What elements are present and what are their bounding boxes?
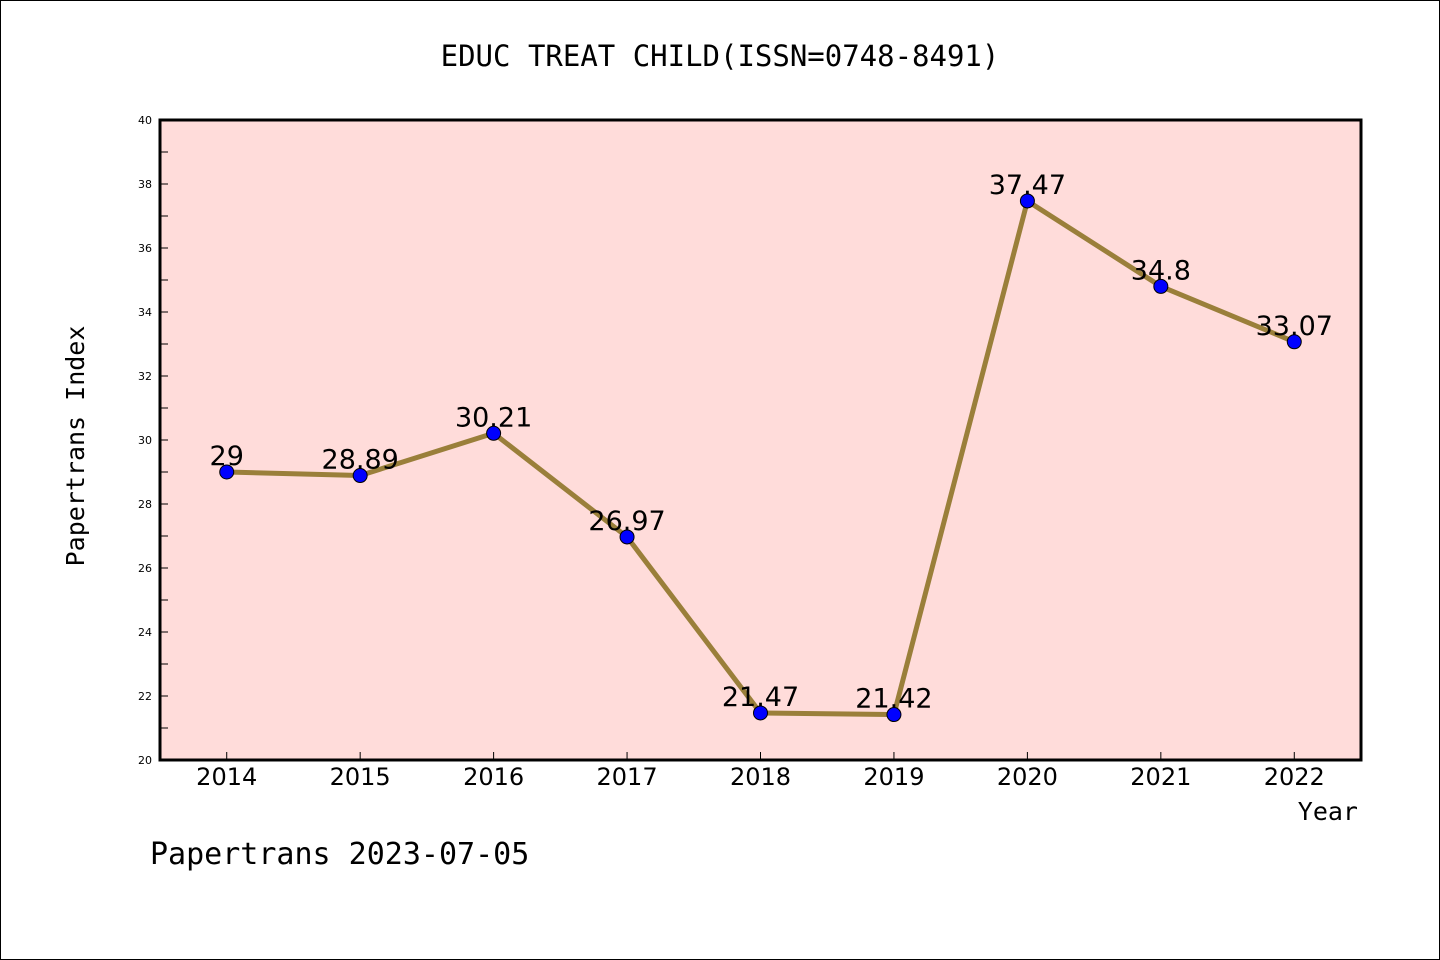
y-tick-label: 24: [138, 626, 152, 639]
data-point: [486, 425, 502, 441]
y-tick-label: 26: [138, 562, 152, 575]
data-point: [753, 705, 768, 721]
x-tick-label: 2017: [597, 763, 658, 791]
data-label: 37.47: [989, 170, 1066, 201]
data-label: 30.21: [455, 402, 532, 433]
y-axis-label: Papertrans Index: [61, 326, 90, 567]
data-label: 26.97: [588, 506, 665, 537]
x-tick-label: 2022: [1264, 763, 1325, 791]
y-tick-label: 22: [138, 690, 152, 703]
x-axis-label: Year: [1298, 797, 1358, 826]
data-point: [1153, 278, 1169, 294]
data-label: 21.47: [722, 682, 799, 713]
data-label: 34.8: [1131, 255, 1191, 286]
data-point: [352, 468, 368, 484]
y-tick-label: 32: [138, 370, 152, 383]
x-tick-label: 2018: [730, 763, 791, 791]
x-axis: 2014 2015 2016 2017 2018 2019 2020 2021 2022: [196, 752, 1325, 791]
data-labels: 29 28.89 30.21 26.97 21.47 21.42 37.47 34.8 33.0…: [210, 170, 1333, 715]
y-tick-label: 34: [138, 306, 152, 319]
x-tick-label: 2015: [330, 763, 391, 791]
y-tick-label: 40: [138, 114, 152, 127]
x-tick-label: 2014: [196, 763, 257, 791]
data-label: 33.07: [1256, 311, 1333, 342]
data-label: 21.42: [855, 684, 932, 715]
footer-text: Papertrans 2023-07-05: [150, 837, 529, 872]
data-point: [1019, 193, 1035, 209]
data-point: [1286, 334, 1302, 350]
y-axis: 20 22 24 26 28 30 32 34 36 38 40: [138, 114, 168, 767]
x-tick-label: 2020: [997, 763, 1058, 791]
data-point: [886, 707, 902, 723]
y-tick-label: 30: [138, 434, 152, 447]
data-label: 28.89: [322, 445, 399, 476]
data-point: [619, 529, 635, 545]
x-tick-label: 2016: [463, 763, 524, 791]
data-points: [219, 193, 1302, 723]
data-point: [219, 464, 235, 480]
y-tick-label: 28: [138, 498, 152, 511]
y-tick-label: 20: [138, 754, 152, 767]
x-tick-label: 2021: [1130, 763, 1191, 791]
data-label: 29: [210, 441, 244, 472]
plot-area: [158, 118, 1363, 762]
x-tick-label: 2019: [863, 763, 924, 791]
y-tick-label: 36: [138, 242, 152, 255]
chart-title: EDUC TREAT CHILD(ISSN=0748-8491): [441, 39, 1000, 73]
y-tick-label: 38: [138, 178, 152, 191]
